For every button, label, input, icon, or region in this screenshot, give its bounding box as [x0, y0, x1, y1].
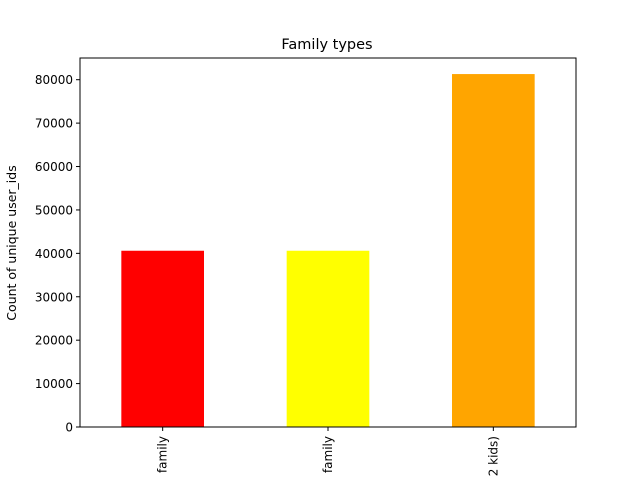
y-tick-label: 40000: [35, 247, 73, 261]
y-axis-label: Count of unique user_ids: [4, 165, 19, 320]
plot-frame: [79, 57, 577, 428]
bar-2: [286, 250, 370, 427]
y-tick-label: 70000: [35, 117, 73, 131]
bar-1: [121, 250, 204, 427]
y-tick-label: 10000: [35, 377, 73, 391]
x-axis: family family 2 kids): [156, 427, 500, 476]
bar-3: [452, 74, 535, 428]
y-tick-label: 60000: [35, 160, 73, 174]
y-axis: 0 10000 20000 30000 40000 50000 60000 70000 8000…: [35, 73, 80, 435]
x-tick-label: family: [321, 436, 335, 473]
y-tick-label: 0: [65, 421, 73, 435]
x-tick-label: family: [156, 436, 170, 473]
y-tick-label: 50000: [35, 203, 73, 217]
x-tick-label: 2 kids): [486, 436, 500, 476]
y-tick-label: 80000: [35, 73, 73, 87]
chart-title: Family types: [281, 37, 372, 53]
y-tick-label: 20000: [35, 334, 73, 348]
y-tick-label: 30000: [35, 290, 73, 304]
bars-group: [121, 74, 535, 428]
